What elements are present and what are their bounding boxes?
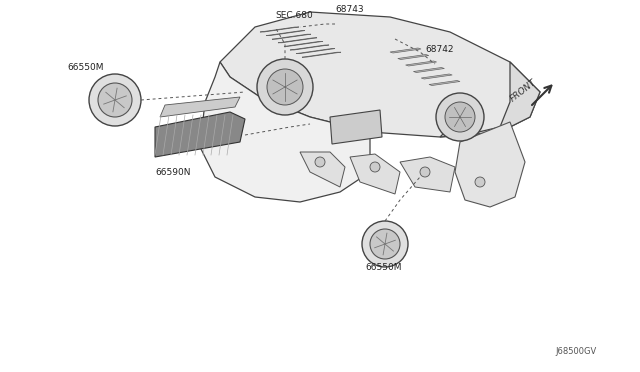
Polygon shape <box>296 49 335 54</box>
Text: SEC.680: SEC.680 <box>275 11 313 20</box>
Polygon shape <box>200 62 370 202</box>
Polygon shape <box>440 62 540 137</box>
Polygon shape <box>160 97 240 117</box>
Polygon shape <box>260 27 299 32</box>
Polygon shape <box>278 38 317 43</box>
Polygon shape <box>300 152 345 187</box>
Text: 66590N: 66590N <box>155 168 191 177</box>
Polygon shape <box>398 55 429 60</box>
Circle shape <box>370 229 400 259</box>
Text: 66550M: 66550M <box>365 263 401 272</box>
Polygon shape <box>406 61 436 66</box>
Circle shape <box>98 83 132 117</box>
Circle shape <box>475 177 485 187</box>
Text: 66550M: 66550M <box>67 63 104 72</box>
Text: 68743: 68743 <box>335 5 364 14</box>
Polygon shape <box>284 41 323 46</box>
Polygon shape <box>302 52 341 57</box>
Circle shape <box>370 162 380 172</box>
Circle shape <box>89 74 141 126</box>
Circle shape <box>257 59 313 115</box>
Polygon shape <box>220 12 540 137</box>
Polygon shape <box>266 31 305 36</box>
Polygon shape <box>290 45 329 50</box>
Circle shape <box>315 157 325 167</box>
Circle shape <box>420 167 430 177</box>
Text: 68742: 68742 <box>425 45 454 54</box>
Polygon shape <box>155 112 245 157</box>
Circle shape <box>445 102 475 132</box>
Polygon shape <box>421 74 452 79</box>
Circle shape <box>436 93 484 141</box>
Polygon shape <box>350 154 400 194</box>
Polygon shape <box>455 122 525 207</box>
Polygon shape <box>429 80 460 86</box>
Polygon shape <box>413 67 444 73</box>
Text: J68500GV: J68500GV <box>555 347 596 356</box>
Polygon shape <box>400 157 455 192</box>
Circle shape <box>362 221 408 267</box>
Polygon shape <box>390 48 421 53</box>
Polygon shape <box>272 34 311 39</box>
Text: FRONT: FRONT <box>508 78 538 104</box>
Circle shape <box>267 69 303 105</box>
Polygon shape <box>330 110 382 144</box>
